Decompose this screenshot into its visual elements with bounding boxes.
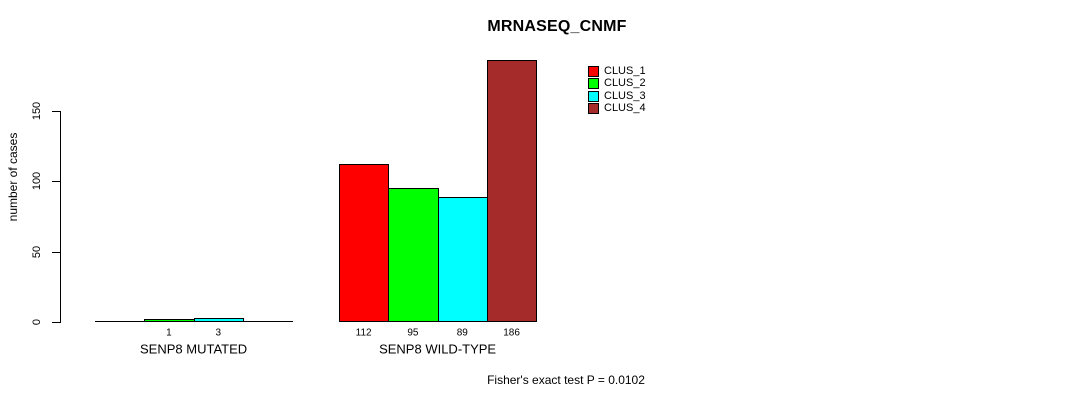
bar-value-label: 1 xyxy=(166,327,172,339)
bar-value-label: 112 xyxy=(355,327,372,339)
y-tick-label: 50 xyxy=(31,245,43,258)
legend-label: CLUS_3 xyxy=(604,89,646,102)
bar-clus_2-1 xyxy=(144,319,195,322)
bar-clus_2-2 xyxy=(388,188,439,322)
legend-swatch-clus_1 xyxy=(588,66,599,77)
y-axis-tick xyxy=(52,110,60,112)
bar-clus_1-2 xyxy=(339,164,390,322)
bar-clus_3-1 xyxy=(193,318,244,322)
y-tick-label: 0 xyxy=(31,318,43,326)
legend-label: CLUS_4 xyxy=(604,102,646,115)
bar-value-label: 3 xyxy=(215,327,222,339)
bar-clus_4-2 xyxy=(486,60,538,322)
y-axis-line xyxy=(60,110,61,323)
statistical-test-annotation: Fisher's exact test P = 0.0102 xyxy=(487,373,645,387)
legend-swatch-clus_4 xyxy=(588,103,599,115)
chart-title: MRNASEQ_CNMF xyxy=(487,18,627,35)
y-axis-tick xyxy=(52,322,60,323)
y-axis-tick xyxy=(52,251,60,253)
y-axis-tick xyxy=(52,181,60,182)
legend-swatch-clus_3 xyxy=(588,90,599,102)
bar-value-label: 186 xyxy=(503,327,520,339)
x-category-label: SENP8 MUTATED xyxy=(140,341,248,357)
legend-label: CLUS_2 xyxy=(604,77,646,90)
bar-value-label: 89 xyxy=(456,327,468,339)
bar-value-label: 95 xyxy=(407,327,419,339)
legend-label: CLUS_1 xyxy=(604,65,646,77)
x-category-label: SENP8 WILD-TYPE xyxy=(379,341,497,357)
legend-swatch-clus_2 xyxy=(588,78,599,90)
y-tick-label: 100 xyxy=(31,171,43,191)
y-tick-label: 150 xyxy=(31,101,43,120)
bar-clus_3-2 xyxy=(437,197,488,322)
